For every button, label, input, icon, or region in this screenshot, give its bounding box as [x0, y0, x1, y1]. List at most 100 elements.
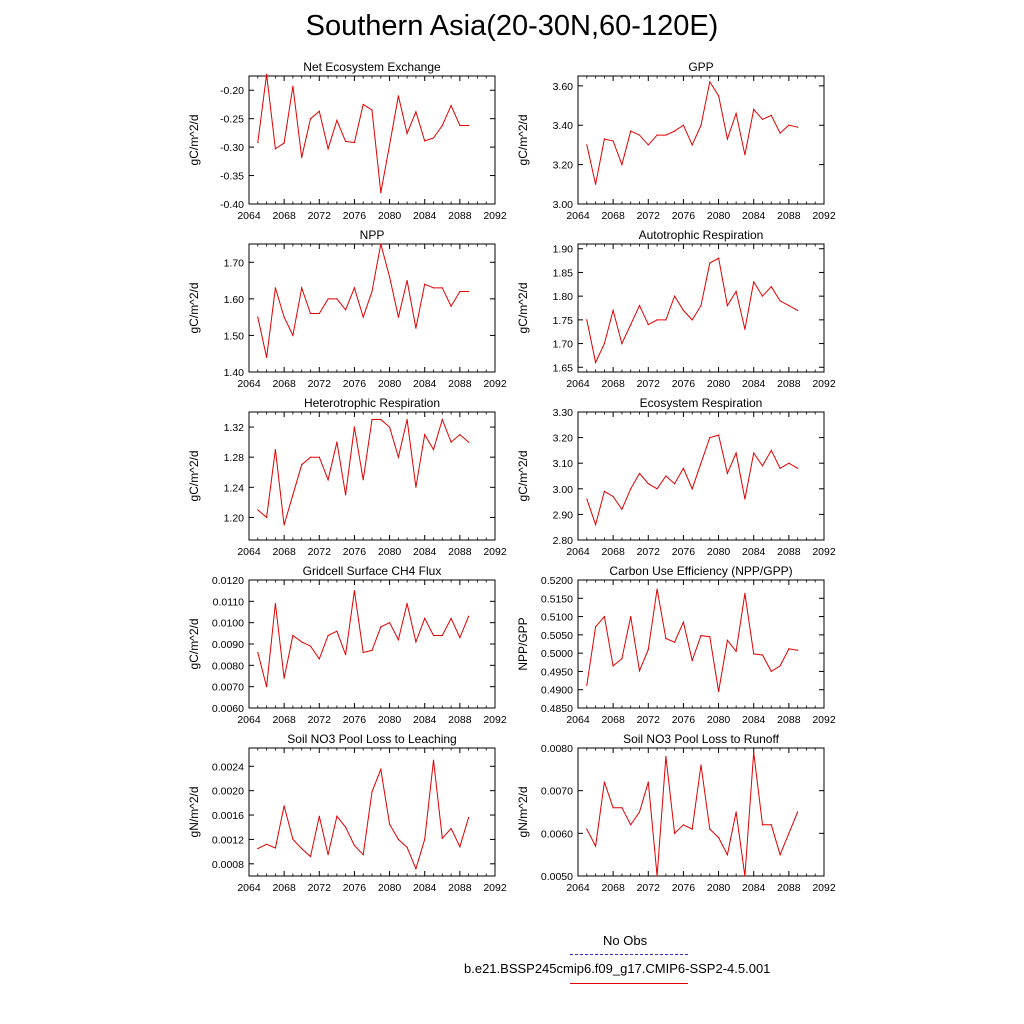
data-point: [691, 659, 693, 662]
data-point: [744, 498, 746, 500]
data-point: [621, 658, 623, 660]
y-tick-label: -0.40: [220, 199, 244, 211]
data-point: [594, 845, 597, 847]
data-point: [682, 467, 685, 469]
data-point: [709, 81, 711, 83]
data-point: [257, 847, 259, 850]
data-point: [691, 828, 693, 830]
x-tick-label: 2064: [237, 210, 261, 222]
y-axis-label: gC/m^2/d: [516, 283, 530, 334]
data-point: [257, 509, 259, 511]
data-point: [265, 843, 268, 845]
data-point: [682, 824, 685, 826]
y-tick-label: 0.5050: [541, 630, 573, 642]
x-tick-label: 2088: [777, 714, 801, 726]
y-tick-label: 3.60: [553, 81, 574, 93]
data-point: [318, 456, 320, 458]
data-point: [700, 124, 702, 126]
data-point: [656, 875, 658, 877]
data-point: [336, 815, 338, 817]
data-point: [441, 124, 443, 127]
x-tick-label: 2072: [308, 378, 332, 390]
data-point: [468, 124, 470, 127]
data-point: [362, 316, 364, 318]
x-tick-label: 2084: [413, 882, 437, 894]
data-point: [726, 138, 728, 140]
x-tick-label: 2068: [601, 210, 625, 222]
x-tick-label: 2084: [742, 546, 766, 558]
data-point: [301, 156, 303, 158]
data-point: [406, 418, 408, 421]
x-tick-label: 2080: [707, 546, 731, 558]
data-point: [717, 257, 720, 259]
data-point: [371, 791, 373, 793]
data-point: [770, 286, 772, 288]
data-point: [424, 433, 426, 436]
y-axis-label: NPP/GPP: [516, 617, 530, 670]
data-point: [450, 104, 452, 107]
data-point: [753, 751, 755, 753]
data-point: [665, 134, 667, 136]
y-tick-label: 0.0012: [212, 834, 244, 846]
x-tick-label: 2084: [742, 210, 766, 222]
x-tick-label: 2084: [742, 378, 766, 390]
data-point: [432, 634, 435, 637]
data-point: [257, 141, 259, 144]
y-tick-label: 0.4900: [541, 685, 573, 697]
x-tick-label: 2068: [272, 546, 296, 558]
data-point: [674, 483, 676, 485]
data-point: [432, 137, 435, 139]
y-tick-label: 0.5100: [541, 612, 573, 624]
x-tick-label: 2084: [413, 546, 437, 558]
data-point: [336, 441, 338, 443]
data-point: [318, 658, 320, 660]
data-point: [380, 418, 382, 421]
data-point: [459, 433, 461, 436]
data-point: [283, 805, 285, 807]
data-point: [691, 144, 693, 146]
data-point: [700, 305, 702, 307]
chart-title: Soil NO3 Pool Loss to Leaching: [287, 732, 456, 746]
data-point: [345, 826, 347, 828]
x-tick-label: 2068: [272, 882, 296, 894]
series-line: [257, 417, 469, 526]
data-point: [761, 295, 764, 297]
data-point: [603, 342, 605, 345]
x-tick-label: 2076: [672, 378, 696, 390]
x-tick-label: 2088: [448, 210, 472, 222]
x-tick-label: 2068: [601, 882, 625, 894]
data-point: [301, 464, 303, 466]
x-tick-label: 2088: [777, 378, 801, 390]
data-point: [353, 287, 356, 289]
y-tick-label: 0.0070: [212, 682, 244, 694]
data-point: [388, 144, 391, 146]
y-tick-label: 3.40: [553, 120, 574, 132]
data-point: [274, 287, 276, 289]
data-point: [779, 132, 781, 134]
y-tick-label: 0.5150: [541, 593, 573, 605]
y-tick-label: 1.70: [224, 257, 245, 269]
x-tick-label: 2088: [777, 546, 801, 558]
data-point: [726, 639, 728, 641]
y-tick-label: -0.35: [220, 171, 244, 183]
data-point: [647, 648, 649, 651]
data-point: [301, 287, 303, 289]
chart-title: Autotrophic Respiration: [639, 228, 764, 242]
y-tick-label: 1.80: [553, 291, 574, 303]
data-point: [274, 602, 276, 605]
data-point: [424, 283, 426, 285]
x-tick-label: 2080: [707, 378, 731, 390]
y-tick-label: 0.0120: [212, 575, 244, 587]
data-point: [388, 276, 391, 278]
data-point: [665, 637, 667, 640]
y-tick-label: 0.5000: [541, 648, 573, 660]
data-point: [459, 846, 461, 848]
y-tick-label: -0.25: [220, 114, 244, 126]
data-point: [406, 846, 408, 848]
x-tick-label: 2092: [483, 714, 507, 726]
data-point: [309, 118, 312, 120]
series-line: [257, 760, 470, 871]
data-point: [744, 328, 746, 330]
y-tick-label: 0.0110: [213, 596, 244, 608]
data-point: [586, 828, 588, 830]
